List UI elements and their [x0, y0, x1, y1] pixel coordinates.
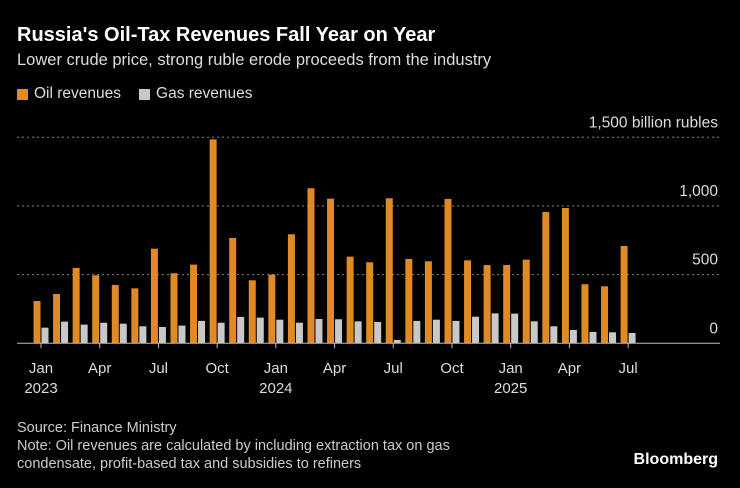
oil-bar	[366, 262, 374, 344]
gas-bar	[158, 326, 166, 344]
gas-bar	[80, 324, 88, 344]
legend-swatch-oil	[17, 88, 28, 100]
legend-item-gas: Gas revenues	[139, 85, 253, 103]
chart-subtitle: Lower crude price, strong ruble erode pr…	[17, 51, 492, 69]
x-tick-label: Jan	[499, 360, 523, 377]
oil-bar	[601, 286, 609, 344]
oil-bar	[561, 208, 569, 344]
oil-bar	[268, 274, 276, 344]
gas-bar	[550, 326, 558, 344]
x-year-label: 2024	[259, 380, 292, 397]
gas-bar	[413, 320, 421, 344]
oil-bar	[248, 280, 256, 344]
gas-bar	[178, 325, 186, 344]
gas-bar	[335, 319, 343, 344]
oil-bar	[170, 273, 178, 344]
gas-bar	[237, 316, 245, 344]
legend-swatch-gas	[139, 88, 151, 100]
x-tick-label: Oct	[205, 360, 229, 377]
gas-bar	[139, 326, 147, 344]
x-tick-label: Jul	[384, 360, 403, 377]
legend: Oil revenues Gas revenues	[17, 85, 253, 103]
gas-bar	[61, 321, 69, 344]
gas-bar	[569, 329, 577, 344]
oil-bar	[346, 256, 354, 344]
gas-bar	[119, 323, 127, 344]
x-tick-label: Jan	[29, 360, 53, 377]
y-tick-label: 500	[692, 252, 718, 269]
x-tick-label: Oct	[440, 360, 464, 377]
oil-bar	[190, 264, 198, 344]
gas-bar	[256, 317, 264, 344]
x-tick-label: Apr	[323, 360, 346, 377]
x-tick-label: Jan	[264, 360, 288, 377]
x-tick-label: Jul	[149, 360, 168, 377]
oil-bar	[92, 275, 100, 344]
gas-bar	[472, 316, 480, 344]
gas-bar	[41, 327, 49, 344]
oil-bar	[229, 237, 237, 344]
gas-bar	[530, 321, 538, 344]
note-line-1: Note: Oil revenues are calculated by inc…	[17, 438, 450, 454]
oil-bar	[33, 301, 41, 344]
gas-bar	[374, 322, 382, 344]
gas-bar	[432, 319, 440, 344]
oil-bar	[307, 188, 315, 344]
gas-bar	[100, 322, 108, 344]
gas-bar	[393, 340, 401, 344]
oil-bar	[464, 260, 472, 344]
gas-bar	[452, 320, 460, 344]
oil-bar	[483, 265, 491, 344]
y-tick-label: 0	[709, 320, 718, 337]
oil-bar	[522, 259, 530, 344]
source-text: Source: Finance Ministry	[17, 420, 177, 436]
legend-label-gas: Gas revenues	[156, 85, 253, 102]
oil-bar	[385, 198, 393, 344]
x-tick-label: Apr	[88, 360, 111, 377]
oil-bar	[111, 284, 119, 344]
oil-bar	[503, 265, 511, 344]
oil-bar	[287, 234, 295, 344]
x-year-label: 2025	[494, 380, 527, 397]
oil-bar	[72, 267, 80, 344]
gas-bar	[295, 322, 303, 344]
bloomberg-logo: Bloomberg	[633, 451, 718, 468]
note-line-2: condensate, profit-based tax and subsidi…	[17, 456, 362, 472]
x-tick-label: Apr	[558, 360, 581, 377]
oil-bar	[620, 245, 628, 344]
oil-bar	[424, 261, 432, 344]
oil-bar	[405, 258, 413, 344]
gas-bar	[491, 313, 499, 344]
gas-bar	[217, 322, 225, 344]
legend-label-oil: Oil revenues	[34, 85, 122, 102]
gas-bar	[511, 313, 519, 344]
oil-bar	[53, 293, 61, 344]
oil-bar	[444, 198, 452, 344]
gas-bar	[609, 332, 617, 344]
x-tick-label: Jul	[619, 360, 638, 377]
gas-bar	[354, 321, 362, 344]
gas-bar	[589, 331, 597, 344]
oil-bar	[327, 198, 335, 344]
gas-bar	[276, 319, 284, 344]
oil-bar	[150, 248, 158, 344]
oil-bar	[131, 288, 139, 344]
y-tick-label: 1,500 billion rubles	[589, 114, 719, 131]
oil-bar	[581, 284, 589, 344]
y-tick-label: 1,000	[679, 183, 718, 200]
oil-bar	[209, 139, 217, 344]
chart-title: Russia's Oil-Tax Revenues Fall Year on Y…	[17, 24, 436, 46]
gas-bar	[628, 333, 636, 344]
gas-bar	[198, 320, 206, 344]
legend-item-oil: Oil revenues	[17, 85, 121, 103]
x-year-label: 2023	[24, 380, 57, 397]
gas-bar	[315, 318, 323, 344]
oil-bar	[542, 212, 550, 344]
